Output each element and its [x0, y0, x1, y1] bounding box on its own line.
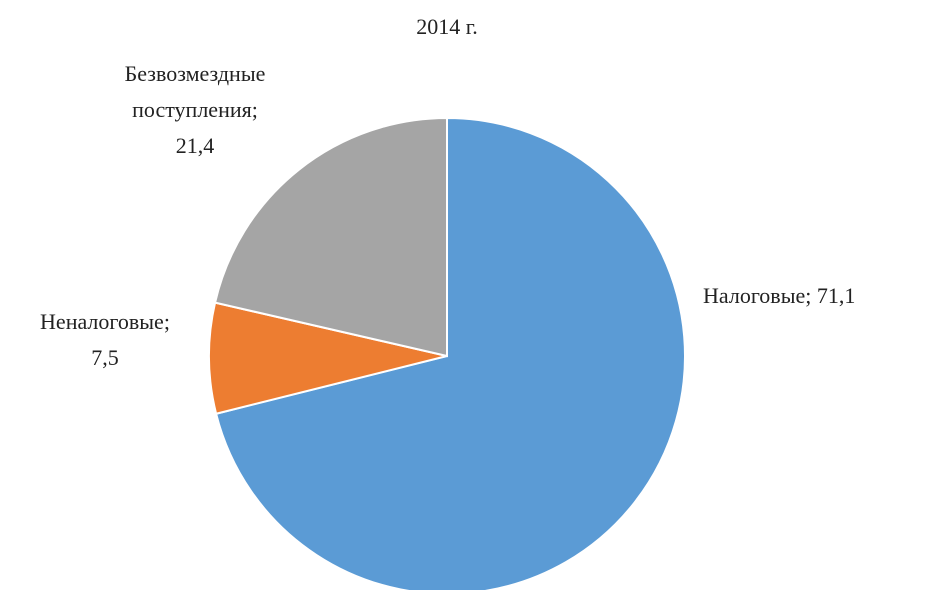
category-label: Безвозмездные поступления; — [124, 61, 266, 122]
value-label: 71,1 — [816, 283, 856, 308]
category-label: Налоговые; — [703, 283, 812, 308]
value-label: 21,4 — [175, 133, 215, 158]
pie-slice — [208, 301, 448, 415]
chart-title: 2014 г. — [416, 14, 478, 39]
data-label: Безвозмездные поступления; 21,4 — [105, 56, 285, 164]
data-label: Налоговые; 71,1 — [703, 278, 943, 314]
pie-slice — [214, 116, 686, 590]
category-label: Неналоговые; — [40, 309, 170, 334]
value-label: 7,5 — [91, 345, 119, 370]
data-label: Неналоговые; 7,5 — [0, 304, 210, 376]
pie-slice — [213, 116, 448, 358]
